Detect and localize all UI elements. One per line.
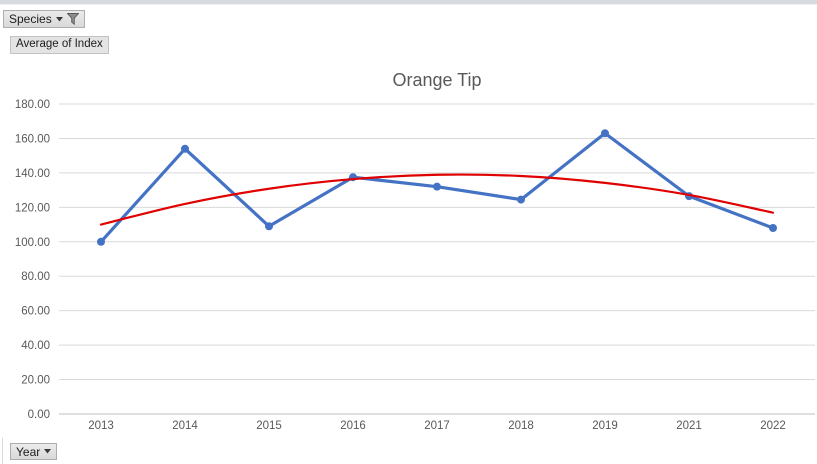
svg-text:100.00: 100.00 [15,237,50,249]
svg-text:80.00: 80.00 [21,271,50,283]
svg-text:0.00: 0.00 [28,409,50,421]
svg-text:2015: 2015 [256,420,282,432]
species-filter-button[interactable]: Species [3,10,85,28]
svg-text:40.00: 40.00 [21,340,50,352]
spreadsheet-row-edge [0,0,817,5]
value-field-button[interactable]: Average of Index [10,36,109,54]
year-field-label: Year [16,444,41,459]
filter-funnel-icon [66,13,80,26]
svg-text:140.00: 140.00 [15,168,50,180]
value-field-label: Average of Index [16,38,103,51]
species-filter-label: Species [9,12,52,26]
svg-text:2022: 2022 [760,420,786,432]
svg-text:180.00: 180.00 [15,99,50,111]
svg-text:20.00: 20.00 [21,375,50,387]
svg-text:2017: 2017 [424,420,450,432]
year-axis-field-button[interactable]: Year [10,443,58,460]
svg-text:120.00: 120.00 [15,202,50,214]
dropdown-arrow-icon [55,16,63,22]
svg-text:60.00: 60.00 [21,306,50,318]
svg-text:2021: 2021 [676,420,702,432]
svg-text:2013: 2013 [88,420,114,432]
svg-text:2019: 2019 [592,420,618,432]
svg-text:2018: 2018 [508,420,534,432]
chart-title: Orange Tip [392,70,482,90]
svg-text:2014: 2014 [172,420,198,432]
svg-text:2016: 2016 [340,420,366,432]
dropdown-arrow-icon [44,449,52,454]
spreadsheet-cell-gridline [2,438,3,464]
svg-text:160.00: 160.00 [15,133,50,145]
